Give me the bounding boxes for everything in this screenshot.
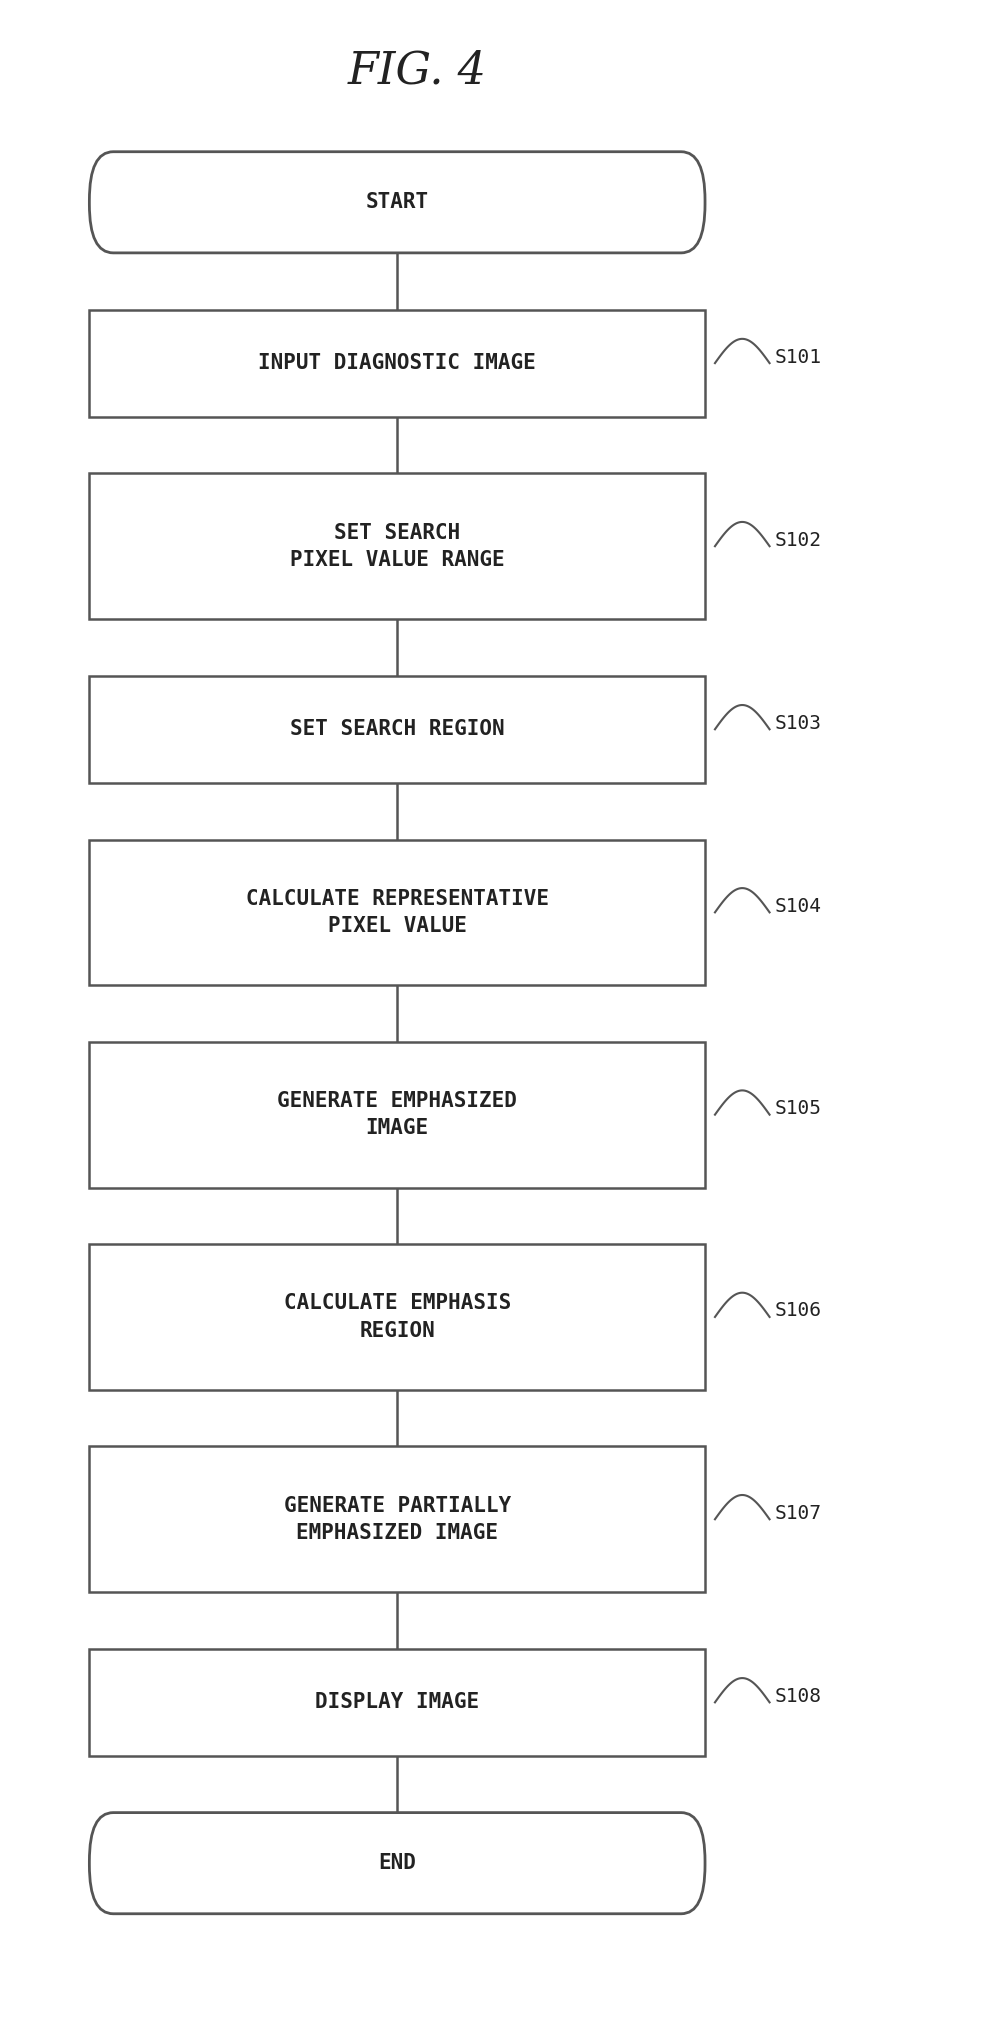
FancyBboxPatch shape (89, 676, 705, 783)
FancyBboxPatch shape (89, 473, 705, 619)
Text: S102: S102 (775, 530, 821, 550)
FancyBboxPatch shape (89, 1813, 705, 1914)
Text: S106: S106 (775, 1301, 821, 1321)
FancyBboxPatch shape (89, 1446, 705, 1592)
Text: FIG. 4: FIG. 4 (348, 49, 487, 93)
Text: SET SEARCH
PIXEL VALUE RANGE: SET SEARCH PIXEL VALUE RANGE (290, 522, 504, 570)
FancyBboxPatch shape (89, 310, 705, 417)
Text: GENERATE EMPHASIZED
IMAGE: GENERATE EMPHASIZED IMAGE (277, 1090, 517, 1139)
Text: INPUT DIAGNOSTIC IMAGE: INPUT DIAGNOSTIC IMAGE (258, 354, 536, 372)
Text: CALCULATE REPRESENTATIVE
PIXEL VALUE: CALCULATE REPRESENTATIVE PIXEL VALUE (245, 888, 549, 937)
Text: SET SEARCH REGION: SET SEARCH REGION (290, 720, 504, 738)
Text: S101: S101 (775, 348, 821, 366)
Text: GENERATE PARTIALLY
EMPHASIZED IMAGE: GENERATE PARTIALLY EMPHASIZED IMAGE (284, 1495, 510, 1544)
FancyBboxPatch shape (89, 1244, 705, 1390)
Text: CALCULATE EMPHASIS
REGION: CALCULATE EMPHASIS REGION (284, 1293, 510, 1341)
FancyBboxPatch shape (89, 1042, 705, 1188)
Text: S105: S105 (775, 1098, 821, 1119)
Text: S104: S104 (775, 896, 821, 916)
FancyBboxPatch shape (89, 152, 705, 253)
Text: START: START (365, 192, 429, 212)
Text: DISPLAY IMAGE: DISPLAY IMAGE (315, 1693, 480, 1711)
Text: S108: S108 (775, 1687, 821, 1705)
Text: S103: S103 (775, 714, 821, 732)
Text: S107: S107 (775, 1503, 821, 1523)
FancyBboxPatch shape (89, 1649, 705, 1756)
Text: END: END (378, 1853, 416, 1873)
FancyBboxPatch shape (89, 840, 705, 985)
